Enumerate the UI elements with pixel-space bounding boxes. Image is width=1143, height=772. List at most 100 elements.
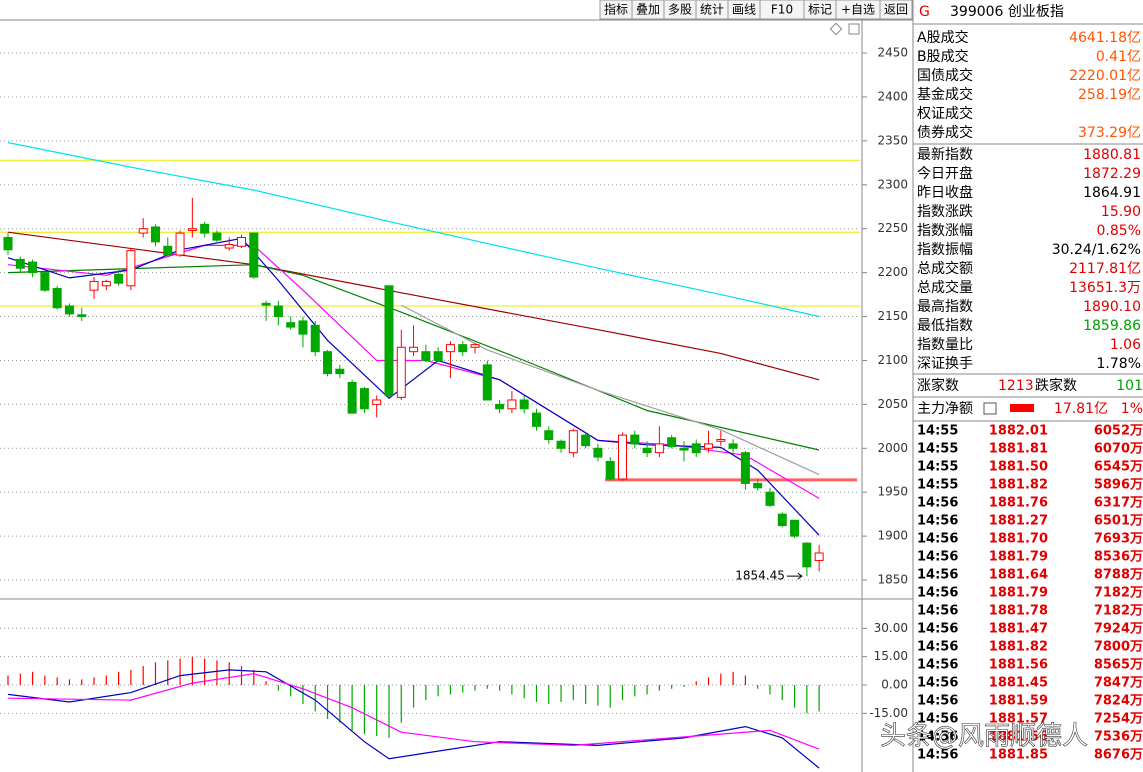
trade-time: 14:56: [917, 604, 958, 619]
trade-time: 14:56: [917, 532, 958, 547]
quote-value: 0.41亿: [1096, 49, 1141, 65]
trade-time: 14:56: [917, 586, 958, 601]
trade-time: 14:55: [917, 478, 958, 493]
candle-body: [667, 437, 677, 448]
diamond-icon[interactable]: [829, 22, 843, 36]
candle-body: [200, 223, 210, 234]
candle-body: [630, 434, 640, 445]
candle-body: [40, 272, 50, 291]
candle-body: [28, 261, 38, 274]
candle-body: [581, 434, 591, 447]
candle-body: [691, 443, 701, 454]
trade-volume: 8788万: [1094, 568, 1143, 583]
toolbar-label[interactable]: F10: [771, 3, 793, 17]
decline-label: 跌家数: [1035, 377, 1077, 394]
candle-body: [15, 258, 25, 269]
quote-label: 最高指数: [917, 298, 973, 315]
trade-time: 14:56: [917, 658, 958, 673]
trade-volume: 7847万: [1094, 676, 1143, 691]
quote-label: A股成交: [917, 29, 969, 46]
toolbar-label[interactable]: 标记: [808, 3, 832, 17]
flow-pct: 1%: [1121, 401, 1143, 417]
low-annotation: 1854.45: [735, 569, 785, 583]
candle-body: [433, 351, 443, 361]
trade-time: 14:56: [917, 694, 958, 709]
quote-label: 基金成交: [917, 86, 973, 103]
flow-icon[interactable]: [983, 402, 997, 415]
watermark: 头条@风雨顺德人: [880, 722, 1088, 752]
candle-body: [458, 344, 468, 353]
y-tick-label: 1850: [877, 573, 908, 587]
candle-body: [298, 320, 308, 335]
quote-value: 2220.01亿: [1069, 68, 1141, 84]
candle-body: [359, 388, 369, 410]
y-tick-label: 2000: [877, 441, 908, 455]
candle-body: [323, 351, 333, 375]
y-tick-label: 2400: [877, 89, 908, 103]
candle-body: [150, 226, 160, 243]
quote-value: 1890.10: [1083, 299, 1141, 315]
toolbar-label[interactable]: 返回: [884, 3, 908, 17]
candle-body: [777, 513, 787, 527]
candle-body: [740, 452, 750, 484]
candle-body: [64, 305, 74, 315]
candle-body: [384, 285, 394, 397]
window-icon[interactable]: [848, 23, 860, 35]
candle-body: [249, 232, 259, 278]
advance-label: 涨家数: [917, 377, 959, 394]
candle-body: [77, 314, 87, 318]
trade-time: 14:56: [917, 712, 958, 727]
indicator-line: [7, 231, 820, 381]
candle-body: [237, 236, 247, 247]
candle-body: [224, 244, 234, 249]
trade-volume: 6052万: [1094, 424, 1143, 439]
trade-volume: 7536万: [1094, 730, 1143, 745]
y-tick-label: 1950: [877, 485, 908, 499]
candle-body: [802, 542, 812, 568]
quote-value: 0.85%: [1097, 223, 1141, 239]
quote-label: 国债成交: [917, 67, 973, 84]
trade-volume: 7693万: [1094, 532, 1143, 547]
trade-price: 1881.79: [989, 550, 1048, 565]
candle-body: [654, 443, 664, 454]
quote-label: 指数涨幅: [917, 223, 973, 239]
y-tick-label: 2200: [877, 265, 908, 279]
trade-price: 1881.82: [989, 640, 1048, 655]
candle-body: [101, 280, 111, 287]
toolbar-label[interactable]: 叠加: [636, 3, 660, 17]
toolbar-label[interactable]: +自选: [841, 3, 875, 17]
candle-body: [126, 250, 136, 287]
toolbar-label[interactable]: 指标: [604, 2, 628, 17]
quote-value: 1880.81: [1083, 147, 1141, 163]
candle-body: [531, 412, 541, 427]
y-tick-label: 2250: [877, 221, 908, 235]
toolbar-label[interactable]: 多股: [668, 3, 692, 17]
trade-volume: 6545万: [1094, 460, 1143, 475]
toolbar-button[interactable]: [879, 0, 913, 20]
trade-volume: 5896万: [1094, 478, 1143, 493]
trade-time: 14:56: [917, 496, 958, 511]
candle-body: [679, 447, 689, 451]
trade-volume: 8565万: [1094, 658, 1143, 673]
flow-value: 17.81亿: [1054, 401, 1108, 417]
candle-body: [605, 460, 615, 480]
candle-body: [89, 280, 99, 291]
quote-value: 1872.29: [1083, 166, 1141, 182]
candle-body: [728, 443, 738, 449]
decline-count: 101: [1116, 378, 1143, 394]
code-badge: G: [919, 4, 930, 20]
trade-volume: 7924万: [1094, 622, 1143, 637]
trade-price: 1881.70: [989, 532, 1048, 547]
quote-value: 1864.91: [1083, 185, 1141, 201]
toolbar-label[interactable]: 统计: [700, 3, 724, 17]
candle-body: [3, 236, 13, 251]
candle-body: [482, 364, 492, 401]
quote-value: 4641.18亿: [1069, 30, 1141, 46]
trade-time: 14:56: [917, 550, 958, 565]
candle-body: [347, 381, 357, 414]
quote-label: B股成交: [917, 48, 969, 65]
toolbar-label[interactable]: 画线: [732, 3, 756, 17]
quote-label: 今日开盘: [917, 165, 973, 182]
trade-volume: 7182万: [1094, 604, 1143, 619]
